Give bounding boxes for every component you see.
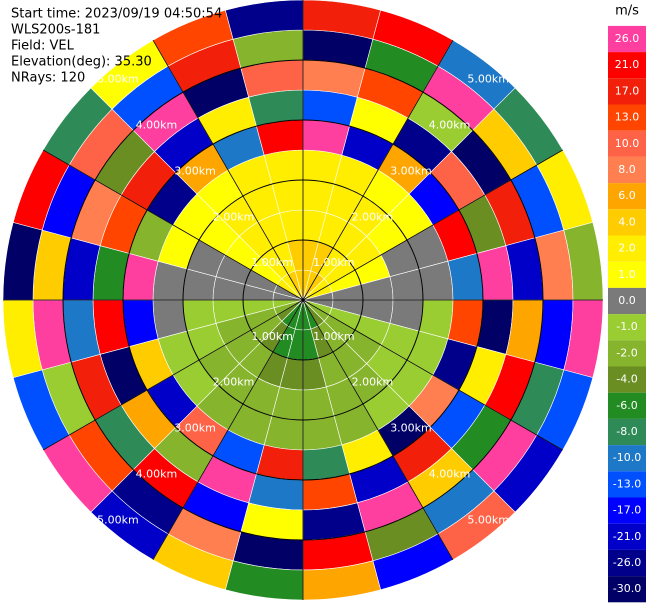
colorbar-tick-label: 4.0 [618,215,636,228]
velocity-cell [447,253,484,301]
colorbar-tick-label: -17.0 [613,504,641,517]
colorbar-tick-label: 8.0 [618,163,636,176]
colorbar-tick-label: -8.0 [616,425,637,438]
colorbar-swatch [608,523,646,550]
colorbar-swatch [608,287,646,315]
colorbar-tick-label: -1.0 [616,320,637,333]
colorbar-swatch [608,183,646,210]
range-label: 4.00km [136,468,178,481]
colorbar-swatch [608,314,646,341]
colorbar-label: m/s [615,4,639,19]
annotation: Field: VEL [11,39,75,54]
colorbar-tick-label: 6.0 [618,189,636,202]
range-label: 3.00km [174,164,216,177]
range-label: 5.00km [467,72,509,85]
colorbar-swatch [608,576,646,603]
colorbar-tick-label: 1.0 [618,268,636,281]
colorbar-tick-label: -26.0 [613,556,641,569]
colorbar-tick-label: -2.0 [616,346,637,359]
colorbar-tick-label: 10.0 [615,137,640,150]
colorbar-tick-label: 0.0 [618,294,636,307]
colorbar-swatch [608,209,646,236]
colorbar-swatch [608,261,646,288]
range-label: 3.00km [390,164,432,177]
colorbar-tick-label: -13.0 [613,477,641,490]
colorbar: m/s 26.0 21.0 17.0 13.0 10.0 8.0 6.0 4.0 2.0 1.0 0.… [608,4,646,603]
range-label: 2.00km [352,210,394,223]
colorbar-swatch [608,156,646,184]
range-label: 1.00km [313,256,355,269]
colorbar-swatch [608,418,646,446]
colorbar-swatch [608,366,646,393]
colorbar-tick-label: -6.0 [616,399,637,412]
range-label: 3.00km [174,422,216,435]
colorbar-swatch [608,104,646,131]
colorbar-swatch [608,549,646,577]
range-label: 5.00km [97,72,139,85]
colorbar-tick-label: 2.0 [618,242,636,255]
range-label: 4.00km [429,468,471,481]
annotations: Start time: 2023/09/19 04:50:54WLS200s-1… [11,7,222,86]
velocity-cell [256,444,304,481]
velocity-cell [302,444,350,481]
range-label: 5.00km [467,514,509,527]
range-label: 1.00km [251,256,293,269]
velocity-cell [122,299,159,347]
velocity-cell [447,299,484,347]
range-grid [3,0,603,600]
range-label: 2.00km [352,376,394,389]
velocity-cell [302,119,350,156]
annotation: WLS200s-181 [11,23,100,38]
colorbar-tick-label: 26.0 [615,32,640,45]
colorbar-tick-label: 21.0 [615,58,640,71]
colorbar-swatch [608,471,646,498]
colorbar-tick-label: -30.0 [613,582,641,595]
range-label: 4.00km [136,118,178,131]
colorbar-swatch [608,78,646,105]
colorbar-swatch [608,445,646,472]
range-label: 4.00km [429,118,471,131]
colorbar-swatch [608,392,646,419]
annotation: Elevation(deg): 35.30 [11,55,152,70]
range-label: 1.00km [313,330,355,343]
velocity-cell [256,119,304,156]
colorbar-swatch [608,340,646,367]
range-label: 3.00km [390,422,432,435]
range-labels: 1.00km 1.00km 1.00km 1.00km 2.00km 2.00km 2.00… [97,72,509,526]
colorbar-swatch [608,235,646,262]
range-label: 1.00km [251,330,293,343]
range-label: 2.00km [213,210,255,223]
colorbar-tick-label: 17.0 [615,84,640,97]
ppi-cells [2,0,604,601]
colorbar-swatch [608,52,646,79]
annotation: NRays: 120 [11,71,85,86]
range-label: 2.00km [213,376,255,389]
colorbar-swatch [608,130,646,157]
colorbar-tick-label: 13.0 [615,111,640,124]
azimuth-line [152,39,454,561]
colorbar-swatch [608,497,646,524]
colorbar-swatch [608,25,646,53]
annotation: Start time: 2023/09/19 04:50:54 [11,7,222,22]
colorbar-tick-label: -10.0 [613,451,641,464]
velocity-cell [224,0,304,40]
colorbar-tick-label: -4.0 [616,373,637,386]
range-label: 5.00km [97,514,139,527]
colorbar-tick-label: -21.0 [613,530,641,543]
velocity-cell [122,253,159,301]
